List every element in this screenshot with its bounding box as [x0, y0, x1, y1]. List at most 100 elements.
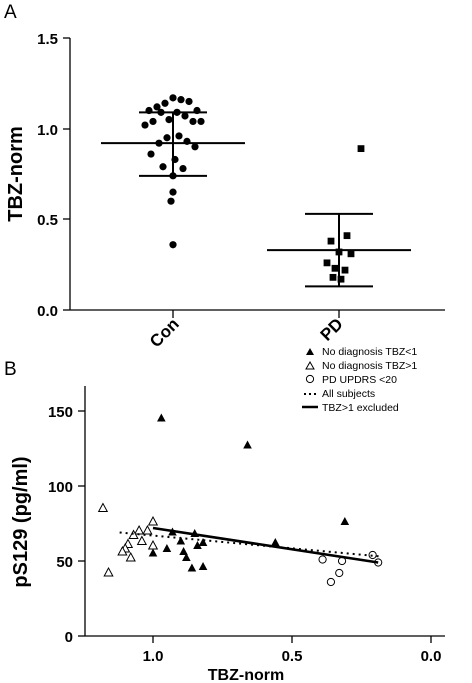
panel-a-point [191, 143, 199, 151]
panel-b-ytick-label: 0 [65, 629, 73, 646]
panel-a-point [169, 241, 177, 249]
panel-b-xtick-label: 1.0 [143, 648, 164, 665]
panel-b-regression-line-solid [152, 526, 379, 564]
panel-a-point [189, 117, 197, 126]
panel-a-point [163, 134, 171, 142]
panel-a-y-axis-title: TBZ-norm [5, 126, 27, 222]
panel-a-point [141, 121, 149, 129]
panel-a-letter: A [4, 2, 17, 23]
panel-a-ytick-label: 1.5 [37, 31, 58, 48]
panel-a-point [347, 250, 355, 258]
panel-b-point-open-triangle [136, 535, 148, 545]
panel-a-series-con [101, 94, 245, 249]
panel-a-point [169, 188, 177, 196]
panel-a-point [159, 163, 167, 171]
panel-a-chart: 1.5 1.0 0.5 0.0 TBZ-norm Con PD [5, 31, 445, 351]
panel-b-legend: No diagnosis TBZ<1 No diagnosis TBZ>1 PD… [302, 346, 417, 414]
panel-b-point-filled-triangle [187, 563, 197, 572]
panel-b-series-all-subjects [119, 531, 382, 558]
panel-a-x-ticks: Con PD [146, 310, 347, 351]
panel-a-point [167, 197, 175, 205]
panel-b-point-filled-triangle [148, 548, 158, 557]
panel-b-xtick-label: 0.0 [421, 648, 442, 665]
panel-a-point [185, 97, 193, 106]
panel-b-point-filled-triangle [179, 547, 188, 555]
panel-b-chart: 150 100 50 0 pS129 (pg/ml) 1.0 0.5 0.0 T… [10, 346, 445, 683]
panel-a-ytick-label: 1.0 [37, 122, 58, 139]
panel-a-point [329, 273, 337, 281]
panel-a-point [147, 150, 155, 158]
panel-b-ytick-label: 100 [48, 479, 73, 496]
panel-b-series-no-diagnosis-tbz-1 [148, 413, 350, 572]
legend-open-circle-icon [305, 374, 315, 384]
panel-b-letter: B [4, 359, 17, 380]
panel-b-point-filled-triangle [182, 553, 191, 561]
panel-b-point-open-circle [318, 555, 327, 564]
panel-b-x-axis-title: TBZ-norm [208, 667, 284, 683]
panel-b-point-filled-triangle [193, 541, 202, 549]
panel-a-point [341, 266, 349, 274]
panel-b-point-open-triangle [147, 539, 159, 550]
panel-a-ytick-label: 0.0 [37, 303, 58, 320]
panel-a-point [175, 132, 183, 140]
legend-filled-triangle-icon [306, 348, 314, 355]
panel-b-point-filled-triangle [243, 440, 252, 449]
panel-a-point [169, 94, 177, 102]
panel-b-point-open-triangle [147, 515, 159, 526]
panel-b-ytick-label: 50 [56, 554, 73, 571]
panel-a-ytick-label: 0.5 [37, 212, 58, 229]
panel-a-category-con: Con [146, 314, 183, 351]
panel-a-point [343, 232, 351, 240]
panel-a-y-ticks: 1.5 1.0 0.5 0.0 [37, 31, 70, 320]
panel-b-point-filled-triangle [198, 538, 208, 546]
panel-b-point-open-triangle [117, 545, 128, 556]
panel-a-point [149, 117, 157, 126]
legend-open-triangle-icon [305, 360, 315, 370]
panel-b-point-filled-triangle [176, 536, 186, 545]
panel-a-point [179, 164, 187, 173]
panel-b-point-filled-triangle [157, 413, 166, 422]
panel-b-point-open-triangle [133, 524, 145, 535]
panel-b-point-open-triangle [128, 529, 139, 539]
panel-a-series-pd [267, 145, 411, 288]
panel-a-point [327, 237, 335, 245]
panel-b-point-open-triangle [97, 502, 109, 512]
panel-a-point [177, 96, 185, 104]
panel-a-point [153, 103, 161, 111]
panel-a-marks [101, 94, 411, 288]
panel-b-series-no-diagnosis-tbz-1 [97, 502, 159, 577]
panel-b-point-open-triangle [125, 551, 136, 562]
panel-a-point [161, 99, 169, 107]
panel-b-y-axis-title: pS129 (pg/ml) [10, 456, 32, 587]
panel-b-point-filled-triangle [271, 538, 280, 546]
panel-b-point-open-triangle [142, 524, 153, 535]
panel-a-point [337, 275, 345, 283]
legend-label-pd-updrs: PD UPDRS <20 [322, 374, 397, 386]
panel-a-point [323, 259, 331, 267]
legend-label-all-subjects: All subjects [322, 388, 375, 400]
panel-a-point [331, 264, 339, 272]
panel-b-point-filled-triangle [198, 562, 208, 570]
panel-b-point-open-triangle [103, 566, 114, 577]
panel-b-y-ticks: 150 100 50 0 [48, 404, 85, 646]
legend-label-no-diagnosis-gt1: No diagnosis TBZ>1 [322, 360, 417, 372]
panel-b-point-filled-triangle [162, 544, 172, 552]
panel-b-point-filled-triangle [340, 517, 350, 525]
panel-a-point [357, 145, 365, 153]
panel-a-category-pd: PD [317, 314, 347, 344]
panel-b-xtick-label: 0.5 [282, 648, 303, 665]
panel-b-series-tbz-1-excluded [152, 526, 379, 564]
panel-a-point [165, 116, 173, 124]
panel-a-point [197, 117, 205, 126]
panel-b-point-open-circle [335, 568, 344, 578]
legend-label-tbz-excluded: TBZ>1 excluded [322, 402, 399, 414]
panel-a-point [181, 112, 189, 120]
panel-b-point-open-circle [326, 577, 336, 587]
panel-b-regression-line-dotted [119, 531, 382, 558]
panel-b-series-pd-updrs-20 [318, 550, 383, 587]
legend-label-no-diagnosis-lt1: No diagnosis TBZ<1 [322, 346, 417, 358]
panel-b-marks [97, 413, 383, 587]
panel-b-ytick-label: 150 [48, 404, 73, 421]
panel-b-x-ticks: 1.0 0.5 0.0 [143, 636, 442, 665]
